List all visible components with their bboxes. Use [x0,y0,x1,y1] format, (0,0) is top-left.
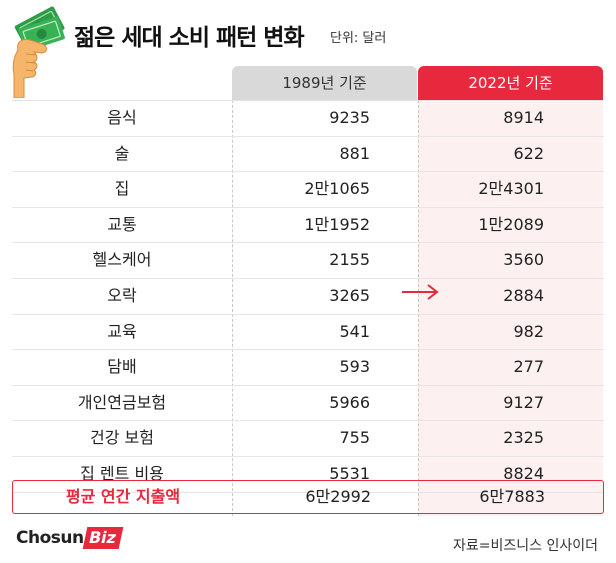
value-2022: 1만2089 [478,214,544,234]
arrow-right-icon [402,284,439,300]
value-2022: 3560 [503,250,544,270]
table-row: 교통 1만1952 1만2089 [12,208,604,244]
value-2022: 2만4301 [478,179,544,199]
money-hand-icon [12,6,65,98]
logo-badge: Biz [82,527,123,549]
value-2022: 622 [513,143,544,163]
source-note: 자료=비즈니스 인사이더 [453,538,598,554]
value-1989: 1만1952 [304,214,370,234]
row-label: 집 [114,179,130,199]
highlight-column-bg [418,100,603,516]
logo-text: Chosun [16,528,84,548]
value-1989: 881 [339,143,370,163]
value-1989: 5531 [329,463,370,483]
value-2022: 8914 [503,108,544,127]
row-label: 집 렌트 비용 [80,463,164,483]
value-1989: 3265 [329,285,370,305]
row-label: 헬스케어 [92,250,152,270]
column-header-1989: 1989년 기준 [232,66,417,100]
column-divider [232,100,233,516]
value-1989: 541 [339,321,370,341]
table-row: 술 881 622 [12,137,604,173]
value-1989: 755 [339,428,370,448]
column-header-2022: 2022년 기준 [418,66,603,100]
table-row: 오락 3265 2884 [12,279,604,315]
value-1989: 9235 [329,108,370,127]
chosunbiz-logo: Chosun Biz [16,527,123,557]
row-label: 교육 [107,321,137,341]
table-row: 개인연금보험 5966 9127 [12,386,604,422]
unit-label: 단위: 달러 [330,31,387,46]
row-label: 담배 [107,357,137,377]
value-1989: 2155 [329,250,370,270]
row-label: 건강 보험 [90,428,154,448]
value-2022: 2884 [503,285,544,305]
table-row: 집 2만1065 2만4301 [12,172,604,208]
value-2022: 277 [513,357,544,377]
row-label: 오락 [107,285,137,305]
value-2022: 9127 [503,392,544,412]
row-label: 음식 [107,108,137,127]
table-row: 담배 593 277 [12,350,604,386]
table-row: 음식 9235 8914 [12,101,604,137]
value-2022: 2325 [503,428,544,448]
table-row: 헬스케어 2155 3560 [12,243,604,279]
table-row: 건강 보험 755 2325 [12,421,604,457]
value-2022: 982 [513,321,544,341]
spending-table: 음식 9235 8914 술 881 622 집 2만1065 2만4301 교… [12,100,604,493]
total-1989: 6만2992 [305,487,371,506]
total-2022: 6만7883 [479,487,545,506]
row-label: 개인연금보험 [77,392,167,412]
value-1989: 2만1065 [304,179,370,199]
column-divider [418,100,419,516]
table-row: 집 렌트 비용 5531 8824 [12,457,604,493]
value-2022: 8824 [503,463,544,483]
header: 젊은 세대 소비 패턴 변화 단위: 달러 [0,0,616,98]
value-1989: 593 [339,357,370,377]
total-label: 평균 연간 지출액 [65,487,181,506]
value-1989: 5966 [329,392,370,412]
row-label: 교통 [107,214,137,234]
total-row: 평균 연간 지출액 6만2992 6만7883 [12,480,604,514]
page-title: 젊은 세대 소비 패턴 변화 [74,25,305,51]
table-row: 교육 541 982 [12,315,604,351]
row-label: 술 [114,143,130,163]
